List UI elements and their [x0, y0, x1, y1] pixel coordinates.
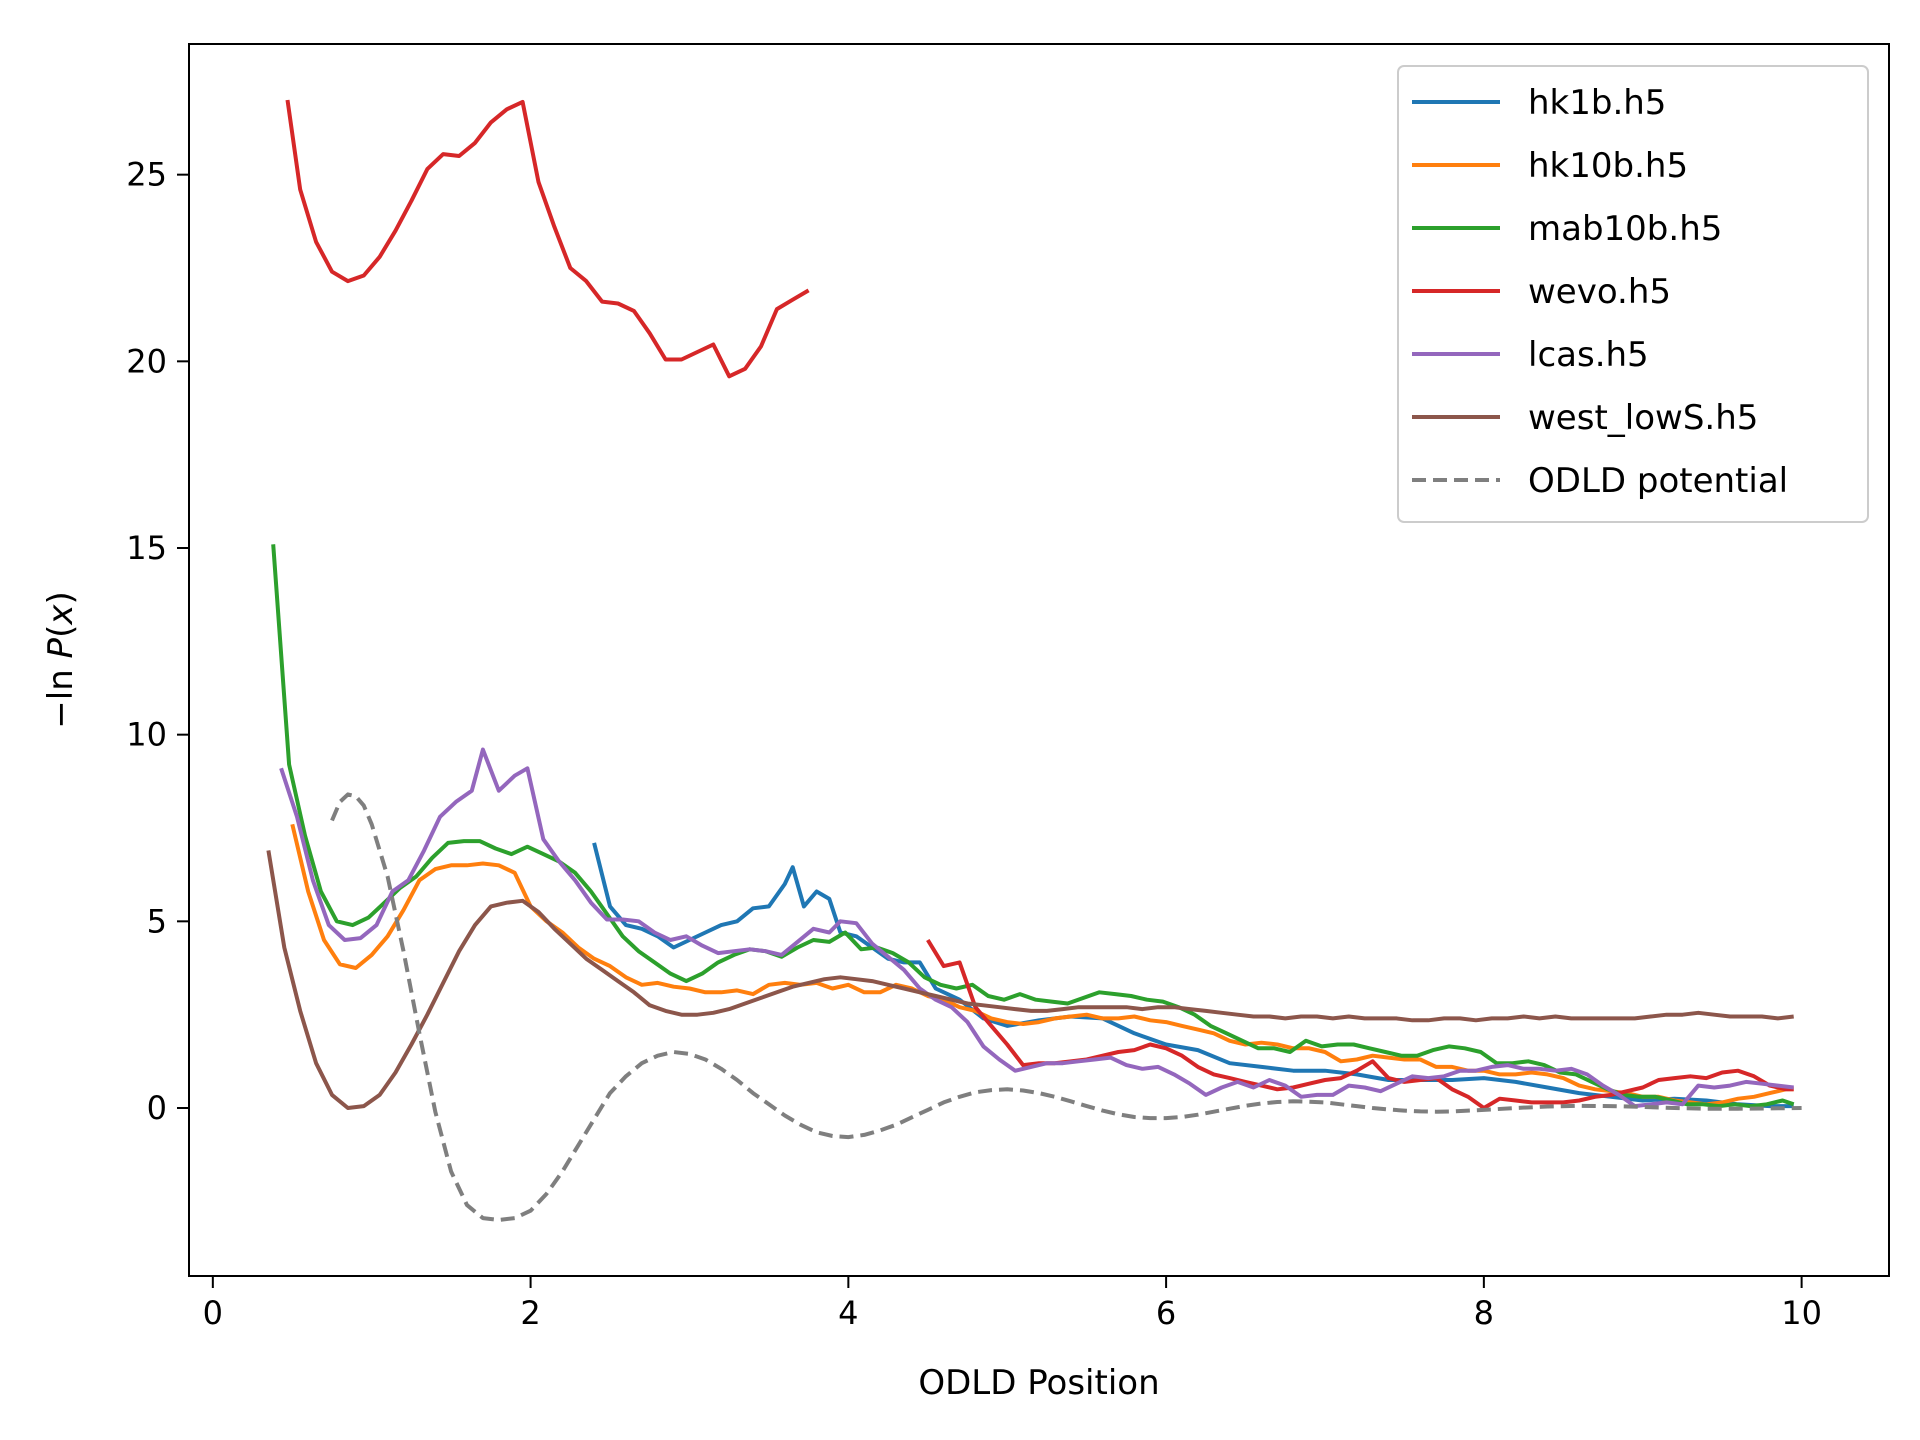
- plot-frame: [188, 43, 1890, 1277]
- x-tick-label: 4: [838, 1294, 858, 1332]
- y-tick-label: 0: [147, 1089, 167, 1127]
- y-tick-label: 5: [147, 902, 167, 940]
- x-tick-label: 6: [1156, 1294, 1176, 1332]
- series-line-odld-potential-7: [330, 792, 1802, 1222]
- y-axis-label: −ln P(x): [41, 591, 81, 728]
- y-axis: 0 5 10 15 20 25: [126, 156, 189, 1127]
- legend-label: hk10b.h5: [1528, 146, 1688, 186]
- x-axis-label: ODLD Position: [918, 1363, 1159, 1403]
- y-tick-label: 15: [126, 529, 167, 567]
- x-tick-label: 0: [203, 1294, 223, 1332]
- series-line-hk1b-h5-0: [592, 842, 1794, 1109]
- y-tick-label: 20: [126, 342, 167, 380]
- legend-label: west_lowS.h5: [1528, 398, 1758, 438]
- legend: hk1b.h5 hk10b.h5 mab10b.h5 wevo.h5 lcas.h5 we…: [1397, 65, 1869, 523]
- legend-label: wevo.h5: [1528, 272, 1671, 312]
- legend-label: lcas.h5: [1528, 335, 1649, 375]
- x-tick-label: 10: [1781, 1294, 1822, 1332]
- y-tick-label: 25: [126, 156, 167, 194]
- legend-box: [1397, 65, 1869, 523]
- legend-label: mab10b.h5: [1528, 209, 1722, 249]
- x-axis: 0 2 4 6 8 10: [203, 1276, 1822, 1332]
- series-line-wevo-h5-4: [926, 938, 1794, 1110]
- y-tick-label: 10: [126, 716, 167, 754]
- series-line-west-lows-h5-6: [266, 850, 1794, 1110]
- legend-label: ODLD potential: [1528, 461, 1788, 501]
- series-line-lcas-h5-5: [279, 747, 1794, 1109]
- series-line-mab10b-h5-2: [271, 544, 1795, 1109]
- plot-lines: [266, 99, 1802, 1222]
- x-tick-label: 2: [520, 1294, 540, 1332]
- series-line-wevo-h5-3: [285, 99, 810, 379]
- x-tick-label: 8: [1474, 1294, 1494, 1332]
- legend-label: hk1b.h5: [1528, 83, 1666, 123]
